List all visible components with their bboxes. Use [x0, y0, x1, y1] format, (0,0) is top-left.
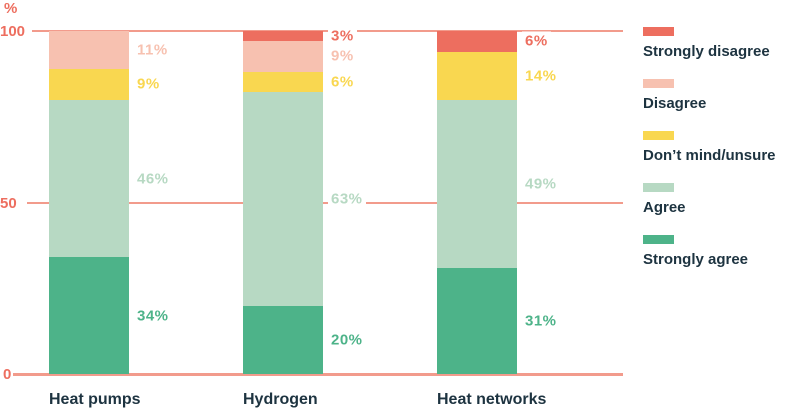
legend-color-swatch-icon-disagree [643, 79, 674, 88]
value-label-heat-pumps-don-t-mind-unsure: 9% [134, 74, 163, 94]
legend-item-disagree: Disagree [643, 79, 785, 111]
value-label-hydrogen-don-t-mind-unsure: 6% [328, 72, 357, 92]
bar-segment-heat-networks-agree: 49% [437, 99, 560, 268]
y-axis-tick-label-50: 50 [0, 195, 17, 212]
category-label-heat-pumps: Heat pumps [49, 391, 141, 408]
value-label-heat-networks-strongly-disagree: 6% [522, 31, 551, 51]
value-label-heat-networks-don-t-mind-unsure: 14% [522, 66, 560, 86]
legend-item-don-t-mind-unsure: Don’t mind/unsure [643, 131, 785, 163]
legend-label-strongly-agree: Strongly agree [643, 251, 749, 268]
legend-color-swatch-icon-strongly-agree [643, 235, 674, 244]
value-label-heat-pumps-agree: 46% [134, 169, 172, 188]
legend-label-disagree: Disagree [643, 95, 707, 112]
bar-heat-pumps: 11% 9% 46% 34% [49, 31, 172, 375]
bar-segment-heat-networks-don-t-mind-unsure: 14% [437, 51, 560, 100]
gridline-50 [27, 202, 623, 204]
value-label-hydrogen-strongly-disagree: 3% [328, 26, 357, 46]
legend-label-don-t-mind-unsure: Don’t mind/unsure [643, 147, 776, 164]
bar-segment-heat-networks-strongly-agree: 31% [437, 267, 560, 374]
y-axis-unit-label: % [4, 0, 18, 17]
bar-segment-heat-pumps-don-t-mind-unsure: 9% [49, 68, 163, 100]
legend-item-strongly-disagree: Strongly disagree [643, 27, 785, 59]
value-label-heat-networks-agree: 49% [522, 174, 560, 194]
bar-hydrogen: 3% 9% 6% 63% 20% [243, 26, 366, 374]
value-label-hydrogen-disagree: 9% [328, 46, 357, 66]
gridline-100 [32, 30, 623, 32]
bar-segment-heat-pumps-agree: 46% [49, 99, 172, 258]
value-label-heat-pumps-strongly-agree: 34% [134, 306, 172, 326]
bar-segment-heat-pumps-disagree: 11% [49, 31, 171, 69]
legend-color-swatch-icon-strongly-disagree [643, 27, 674, 36]
value-label-hydrogen-strongly-agree: 20% [328, 330, 366, 350]
bar-segment-hydrogen-strongly-agree: 20% [243, 306, 366, 374]
value-label-hydrogen-agree: 63% [328, 189, 366, 209]
legend-item-strongly-agree: Strongly agree [643, 235, 785, 267]
legend-item-agree: Agree [643, 183, 785, 215]
bar-segment-heat-networks-strongly-disagree: 6% [437, 31, 551, 52]
value-label-heat-pumps-disagree: 11% [134, 40, 171, 60]
value-label-heat-networks-strongly-agree: 31% [522, 311, 560, 331]
chart-legend: Strongly disagree Disagree Don’t mind/unsu… [643, 27, 785, 287]
legend-color-swatch-icon-don-t-mind-unsure [643, 131, 674, 140]
bar-segment-heat-pumps-strongly-agree: 34% [49, 257, 172, 375]
category-label-hydrogen: Hydrogen [243, 391, 318, 408]
bar-segment-hydrogen-don-t-mind-unsure: 6% [243, 71, 357, 93]
bar-segment-hydrogen-strongly-disagree: 3% [243, 26, 357, 46]
bar-segment-hydrogen-agree: 63% [243, 92, 366, 307]
bar-segment-hydrogen-disagree: 9% [243, 41, 357, 72]
legend-label-agree: Agree [643, 199, 686, 216]
category-label-heat-networks: Heat networks [437, 391, 547, 408]
y-axis-tick-label-0: 0 [3, 366, 12, 383]
legend-color-swatch-icon-agree [643, 183, 674, 192]
legend-label-strongly-disagree: Strongly disagree [643, 43, 770, 60]
y-axis-tick-label-100: 100 [0, 23, 26, 40]
gridline-0 [13, 373, 623, 376]
bar-heat-networks: 6% 14% 49% 31% [437, 31, 560, 374]
